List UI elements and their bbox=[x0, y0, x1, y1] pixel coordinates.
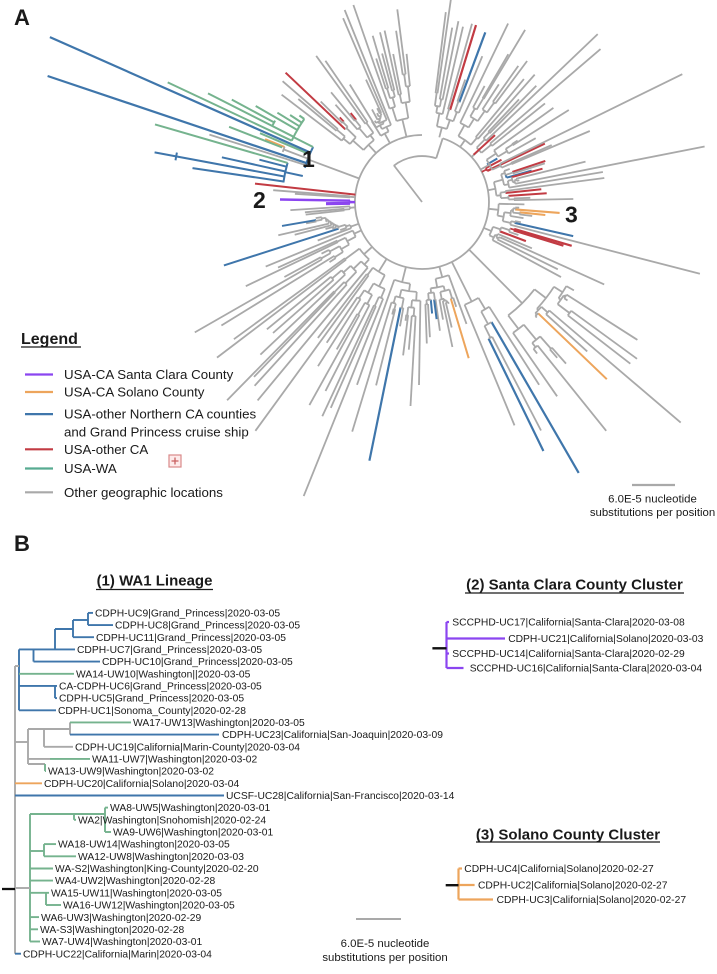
svg-text:WA14-UW10|Washington||2020-03-: WA14-UW10|Washington||2020-03-05 bbox=[76, 669, 251, 680]
svg-text:3: 3 bbox=[565, 202, 578, 228]
svg-text:SCCPHD-UC16|California|Santa-C: SCCPHD-UC16|California|Santa-Clara|2020-… bbox=[470, 664, 703, 675]
svg-text:CDPH-UC7|Grand_Princess|2020-0: CDPH-UC7|Grand_Princess|2020-03-05 bbox=[77, 645, 262, 656]
svg-text:CDPH-UC9|Grand_Princess|2020-0: CDPH-UC9|Grand_Princess|2020-03-05 bbox=[95, 609, 280, 620]
svg-text:CA-CDPH-UC6|Grand_Princess|202: CA-CDPH-UC6|Grand_Princess|2020-03-05 bbox=[59, 682, 262, 693]
svg-text:1: 1 bbox=[302, 146, 315, 172]
svg-text:WA12-UW8|Washington|2020-03-03: WA12-UW8|Washington|2020-03-03 bbox=[78, 852, 244, 863]
svg-text:CDPH-UC2|California|Solano|202: CDPH-UC2|California|Solano|2020-02-27 bbox=[478, 881, 668, 892]
svg-text:CDPH-UC19|California|Marin-Cou: CDPH-UC19|California|Marin-County|2020-0… bbox=[75, 742, 300, 753]
svg-text:CDPH-UC20|California|Solano|20: CDPH-UC20|California|Solano|2020-03-04 bbox=[44, 779, 239, 790]
svg-text:CDPH-UC23|California|San-Joaqu: CDPH-UC23|California|San-Joaquin|2020-03… bbox=[222, 730, 443, 741]
svg-text:CDPH-UC3|California|Solano|202: CDPH-UC3|California|Solano|2020-02-27 bbox=[497, 895, 687, 906]
svg-text:WA-S2|Washington|King-County|2: WA-S2|Washington|King-County|2020-02-20 bbox=[55, 864, 259, 875]
svg-text:CDPH-UC22|California|Marin|202: CDPH-UC22|California|Marin|2020-03-04 bbox=[23, 949, 212, 960]
svg-text:WA7-UW4|Washington|2020-03-01: WA7-UW4|Washington|2020-03-01 bbox=[42, 937, 203, 948]
svg-text:CDPH-UC10|Grand_Princess|2020-: CDPH-UC10|Grand_Princess|2020-03-05 bbox=[102, 657, 293, 668]
svg-text:USA-CA Santa Clara County: USA-CA Santa Clara County bbox=[64, 367, 234, 382]
svg-text:substitutions per position: substitutions per position bbox=[590, 507, 715, 519]
svg-text:CDPH-UC5|Grand_Princess|2020-0: CDPH-UC5|Grand_Princess|2020-03-05 bbox=[59, 694, 244, 705]
svg-text:WA4-UW2|Washington|2020-02-28: WA4-UW2|Washington|2020-02-28 bbox=[55, 876, 216, 887]
svg-text:6.0E-5 nucleotide: 6.0E-5 nucleotide bbox=[341, 938, 430, 950]
svg-text:2: 2 bbox=[253, 187, 266, 213]
svg-text:WA13-UW9|Washington|2020-03-02: WA13-UW9|Washington|2020-03-02 bbox=[48, 767, 214, 778]
svg-text:(1) WA1 Lineage: (1) WA1 Lineage bbox=[97, 573, 213, 590]
svg-text:Other geographic locations: Other geographic locations bbox=[64, 485, 223, 500]
svg-text:SCCPHD-UC14|California|Santa-C: SCCPHD-UC14|California|Santa-Clara|2020-… bbox=[452, 649, 685, 660]
svg-text:SCCPHD-UC17|California|Santa-C: SCCPHD-UC17|California|Santa-Clara|2020-… bbox=[452, 618, 685, 629]
svg-text:USA-other Northern CA counties: USA-other Northern CA counties bbox=[64, 407, 257, 422]
svg-text:Legend: Legend bbox=[21, 331, 78, 348]
svg-text:and Grand Princess cruise ship: and Grand Princess cruise ship bbox=[64, 425, 249, 440]
svg-text:WA8-UW5|Washington|2020-03-01: WA8-UW5|Washington|2020-03-01 bbox=[110, 803, 271, 814]
svg-text:B: B bbox=[14, 531, 30, 556]
svg-text:USA-WA: USA-WA bbox=[64, 461, 117, 476]
svg-text:WA11-UW7|Washington|2020-03-02: WA11-UW7|Washington|2020-03-02 bbox=[92, 755, 257, 766]
svg-text:CDPH-UC8|Grand_Princess|2020-0: CDPH-UC8|Grand_Princess|2020-03-05 bbox=[115, 621, 300, 632]
svg-text:substitutions per position: substitutions per position bbox=[322, 952, 447, 964]
svg-text:WA17-UW13|Washington|2020-03-0: WA17-UW13|Washington|2020-03-05 bbox=[133, 718, 305, 729]
svg-text:CDPH-UC21|California|Solano|20: CDPH-UC21|California|Solano|2020-03-03 bbox=[508, 634, 703, 645]
svg-text:CDPH-UC1|Sonoma_County|2020-02: CDPH-UC1|Sonoma_County|2020-02-28 bbox=[58, 706, 246, 717]
svg-text:WA6-UW3|Washington|2020-02-29: WA6-UW3|Washington|2020-02-29 bbox=[41, 913, 202, 924]
svg-text:WA2|Washington|Snohomish|2020-: WA2|Washington|Snohomish|2020-02-24 bbox=[78, 815, 266, 826]
svg-text:WA15-UW11|Washington|2020-03-0: WA15-UW11|Washington|2020-03-05 bbox=[51, 888, 222, 899]
svg-text:CDPH-UC11|Grand_Princess|2020-: CDPH-UC11|Grand_Princess|2020-03-05 bbox=[96, 633, 286, 644]
svg-text:WA18-UW14|Washington|2020-03-0: WA18-UW14|Washington|2020-03-05 bbox=[58, 840, 230, 851]
svg-text:USA-other CA: USA-other CA bbox=[64, 442, 148, 457]
svg-text:USA-CA Solano County: USA-CA Solano County bbox=[64, 385, 205, 400]
svg-text:6.0E-5 nucleotide: 6.0E-5 nucleotide bbox=[608, 494, 697, 506]
svg-text:CDPH-UC4|California|Solano|202: CDPH-UC4|California|Solano|2020-02-27 bbox=[464, 864, 654, 875]
svg-text:A: A bbox=[14, 5, 30, 30]
svg-text:WA9-UW6|Washington|2020-03-01: WA9-UW6|Washington|2020-03-01 bbox=[113, 828, 274, 839]
svg-text:UCSF-UC28|California|San-Franc: UCSF-UC28|California|San-Francisco|2020-… bbox=[226, 791, 455, 802]
svg-text:WA16-UW12|Washington|2020-03-0: WA16-UW12|Washington|2020-03-05 bbox=[63, 901, 235, 912]
svg-text:(3) Solano County Cluster: (3) Solano County Cluster bbox=[476, 827, 660, 844]
svg-text:(2) Santa Clara County Cluster: (2) Santa Clara County Cluster bbox=[466, 577, 683, 594]
svg-text:WA-S3|Washington|2020-02-28: WA-S3|Washington|2020-02-28 bbox=[40, 925, 185, 936]
